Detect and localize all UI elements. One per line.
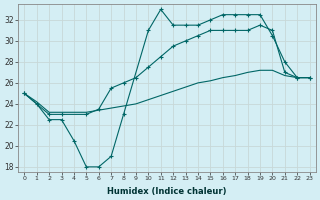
- X-axis label: Humidex (Indice chaleur): Humidex (Indice chaleur): [107, 187, 227, 196]
